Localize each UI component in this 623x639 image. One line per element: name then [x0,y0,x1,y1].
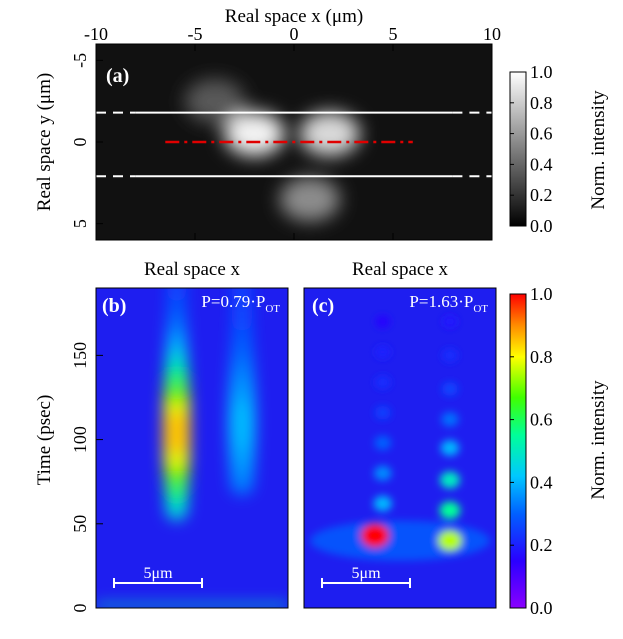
panel-c-annotation: P=1.63·POT [409,292,488,315]
panel-c: (c) P=1.63·POT Real space x 5μm [303,259,497,609]
panel-a-bright-spot [299,111,360,156]
colorbar-rainbow-tick-label: 1.0 [530,284,553,304]
panel-c-spot [441,412,459,427]
colorbar-a-tick-label: 0.0 [530,216,553,236]
panel-c-spot [375,315,390,328]
panel-c-scalebar-label: 5μm [351,565,381,582]
panel-c-spot [439,501,461,520]
panel-c-spot [374,405,391,420]
panel-c-label: (c) [312,295,334,317]
panel-a-y-tick-label: -5 [70,53,90,68]
panel-c-spot [374,375,391,389]
panel-a-label: (a) [106,65,129,87]
panel-a-x-tick-label: 10 [483,24,501,44]
panel-a-x-tick-label: 5 [389,24,398,44]
colorbar-rainbow-tick-label: 0.8 [530,347,553,367]
colorbar-a-title: Norm. intensity [588,90,609,210]
panel-a-x-tick-label: -5 [188,24,203,44]
panel-c-spot [442,348,458,362]
colorbar-a-gradient [509,71,527,227]
panel-b-x-axis-title: Real space x [144,259,241,280]
panel-c-spot [375,345,391,359]
panel-c-x-axis-title: Real space x [352,259,449,280]
panel-b: 0 50 100 150 (b) P=0.79·POT Real space x Ti… [34,259,289,613]
panel-a-y-axis-title: Real space y (μm) [34,73,55,211]
panel-a-bright-spot [224,111,285,156]
panel-b-channel-peak [231,402,252,443]
panel-b-annotation: P=0.79·POT [201,292,280,315]
panel-a-x-tick-label: 0 [290,24,299,44]
colorbar-rainbow-gradient [509,293,527,609]
colorbar-rainbow-tick-label: 0.6 [530,410,553,430]
panel-c-spot [439,471,460,489]
panel-c-base-glow [310,520,490,561]
panel-b-frame [95,287,289,609]
colorbar-a: 0.0 0.2 0.4 0.6 0.8 1.0 Norm. intensity [509,62,609,236]
colorbar-rainbow-tick-label: 0.2 [530,535,553,555]
panel-b-background [96,288,288,608]
panel-b-label: (b) [102,295,126,317]
panel-b-y-tick-label: 50 [70,515,90,533]
panel-a-bright-spot [184,79,245,124]
colorbar-rainbow: 0.0 0.2 0.4 0.6 0.8 1.0 Norm. intensity [509,284,609,618]
panel-b-y-axis-title: Time (psec) [34,395,55,486]
panel-b-y-tick-label: 0 [70,604,90,613]
panel-b-channel-segment [166,288,187,302]
panel-c-spot [442,315,458,329]
panel-c-frame [303,287,497,609]
panel-c-spot [373,495,392,512]
colorbar-a-tick-label: 0.6 [530,124,553,144]
panel-a: -10 -5 0 5 10 -5 0 5 (a) Real space x (μm) Rea… [34,6,501,241]
panel-a-y-tick-label: 5 [70,219,90,228]
panel-b-scalebar: 5μm [113,565,203,588]
panel-c-spot [373,465,392,481]
colorbar-a-tick-label: 0.2 [530,185,553,205]
panel-a-bright-spot [279,177,340,222]
panel-b-baseline [96,603,288,608]
panel-b-scalebar-label: 5μm [143,565,173,582]
colorbar-a-tick-label: 0.4 [530,154,553,174]
panel-c-spot [361,523,390,548]
panel-b-y-tick-label: 150 [70,342,90,369]
panel-b-channel-segment [231,288,253,302]
colorbar-a-tick-label: 0.8 [530,93,553,113]
colorbar-rainbow-tick-label: 0.0 [530,598,553,618]
colorbar-a-tick-label: 1.0 [530,62,553,82]
panel-b-channel-peak [166,411,187,452]
colorbar-rainbow-title: Norm. intensity [588,380,609,500]
colorbar-rainbow-tick-label: 0.4 [530,472,553,492]
panel-c-spot [437,530,462,551]
panel-c-spot [441,382,459,396]
panel-a-x-axis-title: Real space x (μm) [225,6,363,27]
panel-a-x-tick-label: -10 [84,24,108,44]
panel-a-y-tick-label: 0 [70,138,90,147]
panel-c-scalebar: 5μm [321,565,411,588]
panel-c-spot [440,440,460,456]
panel-c-spot [374,435,392,451]
panel-b-y-tick-label: 100 [70,426,90,453]
